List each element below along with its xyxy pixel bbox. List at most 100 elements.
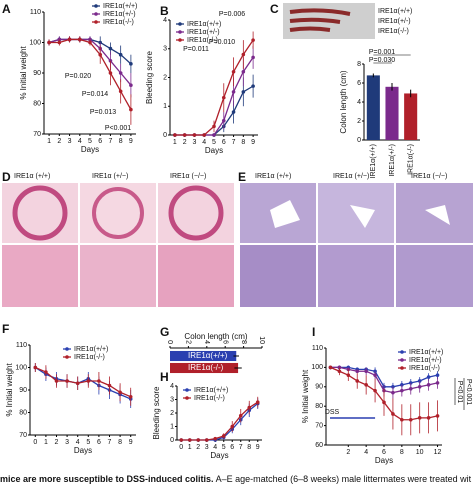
data-point [241, 69, 246, 74]
data-point [364, 383, 368, 387]
data-point [247, 405, 252, 410]
annotation: P=0.006 [219, 11, 245, 18]
x-tick-label: 4 [364, 449, 368, 456]
data-point [426, 416, 431, 420]
panel-label: H [160, 370, 169, 384]
panel-label: C [270, 2, 279, 16]
x-tick-label: 8 [119, 138, 123, 145]
data-point [202, 133, 207, 137]
data-point [98, 52, 103, 57]
x-tick-label: 3 [68, 138, 72, 145]
bar [366, 75, 380, 140]
annotation: P=0.014 [82, 91, 108, 98]
x-tick-label: IRE1α(+/+) [370, 144, 377, 178]
histology-e [240, 183, 473, 307]
data-point [118, 390, 122, 395]
x-tick-label: 10 [258, 336, 265, 344]
data-point [47, 40, 51, 45]
data-point [426, 375, 431, 379]
legend-marker [65, 347, 69, 351]
y-tick-label: 2 [163, 74, 167, 81]
data-point [373, 373, 377, 377]
data-point [435, 381, 440, 385]
data-point [65, 379, 69, 383]
x-tick-label: 6 [97, 439, 101, 446]
data-point [364, 369, 368, 374]
data-point [75, 381, 80, 386]
data-point [391, 390, 395, 395]
panel-label: B [160, 4, 169, 18]
x-tick-label: 6 [222, 139, 226, 146]
x-tick-label: 4 [213, 444, 217, 451]
x-tick-label: 6 [230, 444, 234, 451]
legend-marker [94, 12, 98, 16]
x-tick-label: 7 [108, 138, 112, 145]
series-line [181, 403, 259, 441]
annotation: P<0.001 [465, 379, 472, 405]
data-point [241, 52, 246, 57]
x-tick-label: 1 [44, 439, 48, 446]
annotation: P=0.011 [183, 46, 209, 53]
panel-label: D [2, 170, 11, 184]
x-tick-label: 0 [33, 439, 37, 446]
x-tick-label: 12 [434, 449, 442, 456]
legend-label: IRE1α(-/-) [74, 354, 105, 361]
data-point [204, 438, 209, 442]
legend-label: IRE1α(+/+) [194, 387, 228, 394]
data-point [97, 379, 101, 383]
annotation: P=0.013 [90, 109, 116, 116]
x-tick-label: 7 [232, 139, 236, 146]
data-point [57, 40, 62, 45]
legend-marker [178, 30, 182, 34]
legend-label: IRE1α(+/+) [187, 21, 221, 28]
histology-label: IRE1α (+/−) [333, 173, 369, 180]
x-axis-label: Days [74, 446, 92, 455]
y-tick-label: 0 [163, 132, 167, 139]
annotation: P<0.01 [456, 381, 463, 403]
y-tick-label: 90 [33, 70, 41, 77]
data-point [251, 84, 255, 88]
x-tick-label: 0 [166, 340, 173, 344]
y-tick-label: 80 [315, 403, 323, 410]
y-tick-label: 70 [315, 422, 323, 429]
data-point [221, 95, 226, 100]
y-tick-label: 4 [163, 17, 167, 24]
data-point [86, 379, 91, 383]
p-bracket [454, 378, 465, 410]
y-axis-label: Bleeding score [145, 50, 154, 103]
x-tick-label: IRE1α(-/-) [408, 144, 415, 175]
data-point [108, 46, 113, 51]
data-point [118, 71, 123, 75]
y-tick-label: 4 [357, 99, 361, 106]
legend-label: IRE1α(+/+) [409, 349, 443, 356]
x-tick-label: 8 [241, 139, 245, 146]
histology-label: IRE1α (+/+) [14, 173, 50, 180]
x-tick-label: 2 [55, 439, 59, 446]
x-axis-label: Days [210, 451, 228, 460]
data-point [107, 383, 112, 388]
y-tick-label: 70 [33, 131, 41, 138]
data-point [346, 373, 351, 377]
data-point [251, 55, 255, 60]
x-axis-label: Days [375, 456, 393, 465]
data-point [129, 62, 133, 66]
y-tick-label: 110 [16, 342, 27, 349]
legend-marker [400, 358, 404, 362]
histology-label: IRE1α (−/−) [170, 173, 206, 180]
y-tick-label: 110 [30, 9, 41, 16]
data-point [408, 386, 413, 391]
y-tick-label: 60 [315, 442, 323, 449]
data-point [231, 69, 236, 74]
y-tick-label: 0 [170, 437, 174, 444]
y-tick-label: 3 [163, 46, 167, 53]
x-tick-label: 4 [203, 340, 210, 344]
legend-marker [185, 396, 189, 400]
legend-marker [185, 388, 189, 392]
x-tick-label: 2 [57, 138, 61, 145]
x-tick-label: 1 [173, 139, 177, 146]
data-point [33, 365, 38, 370]
data-point [118, 89, 123, 94]
y-axis-label: % Initial weight [301, 369, 310, 423]
y-tick-label: 2 [170, 410, 174, 417]
panel-label: A [2, 2, 11, 16]
